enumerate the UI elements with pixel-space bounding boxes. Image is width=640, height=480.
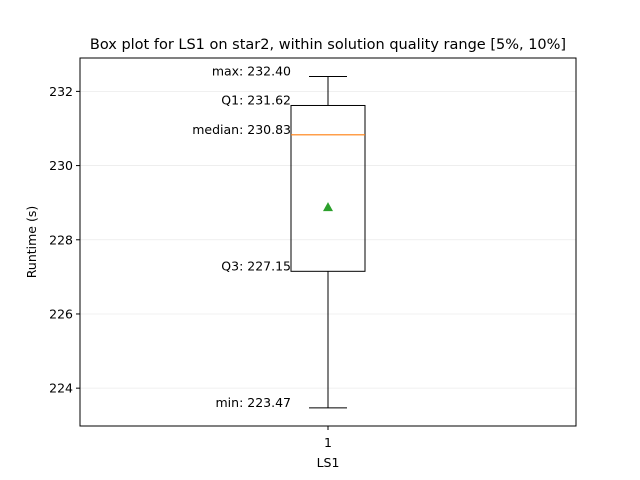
- y-axis: 224 226 228 230 232: [49, 84, 80, 396]
- mean-marker: [323, 202, 333, 212]
- y-tick-label: 228: [49, 232, 73, 247]
- annotation-label: max: 232.40: [212, 64, 291, 79]
- chart-title: Box plot for LS1 on star2, within soluti…: [90, 37, 566, 53]
- x-axis-label: LS1: [317, 455, 340, 470]
- x-tick-label: 1: [324, 435, 332, 450]
- y-axis-label: Runtime (s): [24, 206, 39, 278]
- y-tick-label: 232: [49, 84, 73, 99]
- annotation-label: min: 223.47: [216, 395, 292, 410]
- annotation-label: median: 230.83: [192, 122, 291, 137]
- y-tick-label: 226: [49, 306, 73, 321]
- y-tick-label: 224: [49, 381, 73, 396]
- plot-marks: [290, 76, 366, 409]
- annotation-label: Q1: 231.62: [221, 92, 291, 107]
- box-iqr: [290, 104, 366, 272]
- x-axis: 1: [324, 426, 332, 450]
- y-tick-label: 230: [49, 158, 73, 173]
- annotations: max: 232.40 Q1: 231.62 median: 230.83 Q3: 2…: [192, 64, 291, 410]
- annotation-label: Q3: 227.15: [221, 258, 291, 273]
